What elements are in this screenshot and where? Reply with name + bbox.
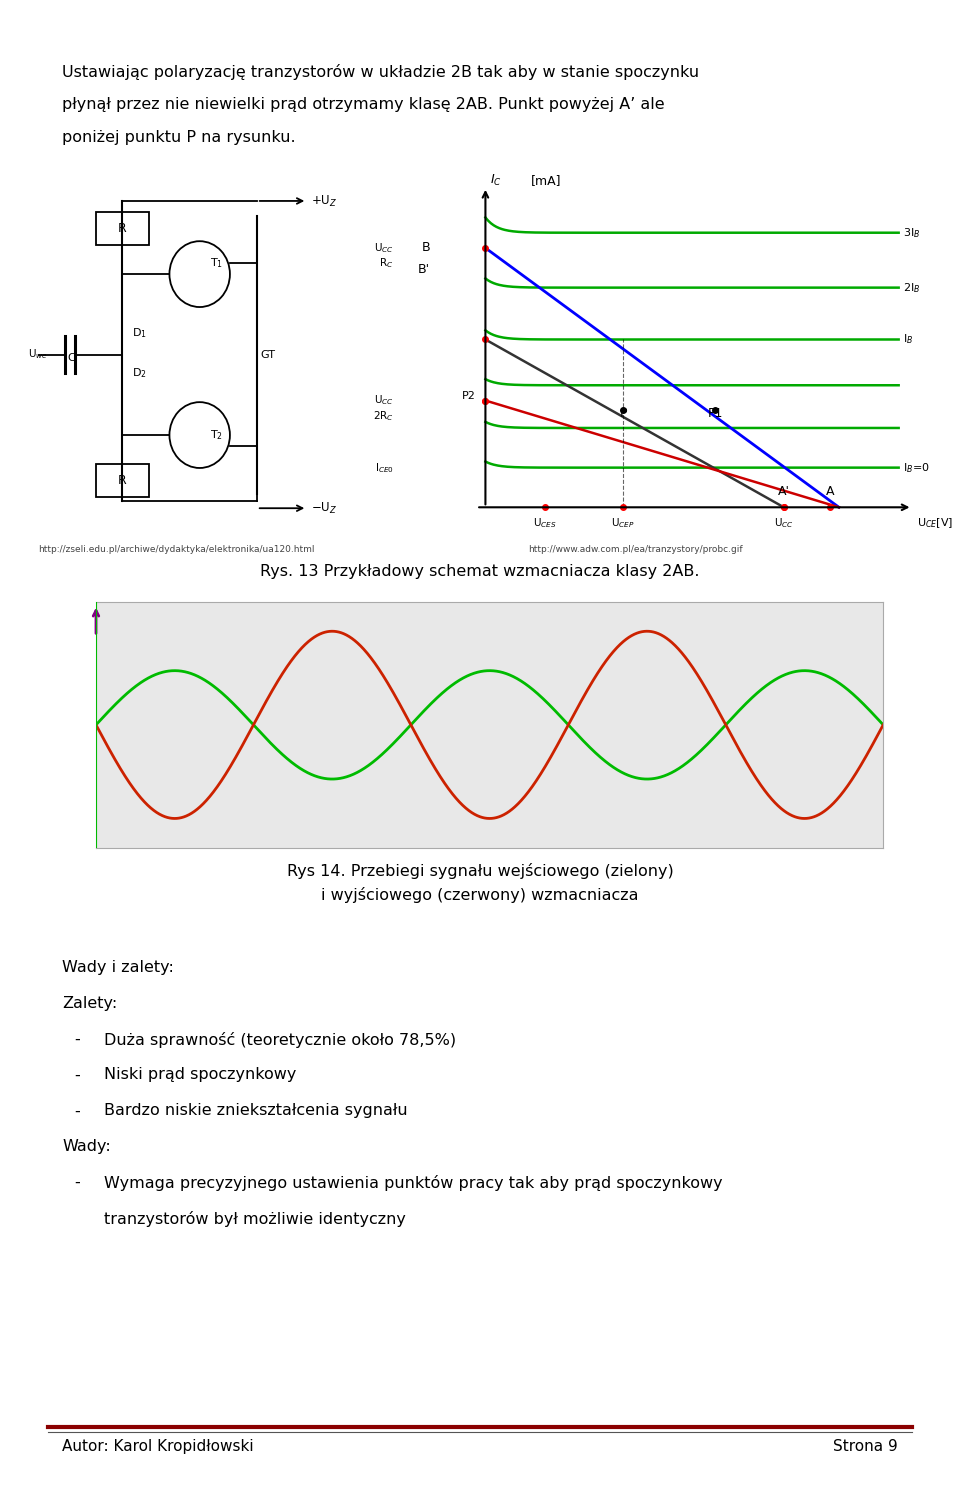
Text: D$_2$: D$_2$ — [132, 366, 147, 379]
Text: R$_C$: R$_C$ — [379, 257, 394, 270]
Text: Bardzo niskie zniekształcenia sygnału: Bardzo niskie zniekształcenia sygnału — [104, 1103, 407, 1118]
Text: Rys. 13 Przykładowy schemat wzmacniacza klasy 2AB.: Rys. 13 Przykładowy schemat wzmacniacza … — [260, 564, 700, 579]
Text: U$_{we}$: U$_{we}$ — [29, 348, 48, 361]
Text: −U$_Z$: −U$_Z$ — [311, 500, 337, 515]
Text: U$_{CC}$: U$_{CC}$ — [373, 240, 394, 255]
FancyBboxPatch shape — [95, 464, 150, 497]
Text: U$_{CES}$: U$_{CES}$ — [533, 517, 557, 530]
Text: Duża sprawność (teoretycznie około 78,5%): Duża sprawność (teoretycznie około 78,5%… — [104, 1032, 456, 1048]
Text: -: - — [74, 1175, 80, 1190]
Text: poniżej punktu P na rysunku.: poniżej punktu P na rysunku. — [62, 130, 296, 145]
Text: Autor: Karol Kropidłowski: Autor: Karol Kropidłowski — [62, 1439, 254, 1454]
Text: I$_{CE0}$: I$_{CE0}$ — [374, 461, 394, 475]
Text: P2: P2 — [463, 391, 476, 400]
FancyBboxPatch shape — [95, 212, 150, 245]
Text: R: R — [118, 222, 127, 234]
Text: Zalety:: Zalety: — [62, 996, 118, 1011]
Text: tranzystorów był możliwie identyczny: tranzystorów był możliwie identyczny — [104, 1211, 405, 1227]
Text: -: - — [74, 1032, 80, 1047]
Text: [mA]: [mA] — [531, 175, 562, 187]
Text: R: R — [118, 475, 127, 487]
Text: P1: P1 — [708, 406, 723, 420]
Text: C: C — [67, 354, 75, 363]
Text: U$_{CC}$: U$_{CC}$ — [774, 517, 794, 530]
Text: D$_1$: D$_1$ — [132, 325, 148, 339]
Text: 3I$_B$: 3I$_B$ — [903, 225, 921, 239]
Text: Wymaga precyzyjnego ustawienia punktów pracy tak aby prąd spoczynkowy: Wymaga precyzyjnego ustawienia punktów p… — [104, 1175, 722, 1191]
Text: U$_{CEP}$: U$_{CEP}$ — [612, 517, 635, 530]
Text: P: P — [619, 406, 627, 420]
Text: A: A — [826, 485, 834, 499]
Text: Wady:: Wady: — [62, 1139, 111, 1154]
Text: -: - — [74, 1103, 80, 1118]
Text: U$_{CC}$: U$_{CC}$ — [373, 394, 394, 408]
Text: +U$_Z$: +U$_Z$ — [311, 194, 337, 209]
Text: U$_{CE}$[V]: U$_{CE}$[V] — [917, 517, 953, 530]
Text: A': A' — [778, 485, 790, 499]
Text: Rys 14. Przebiegi sygnału wejściowego (zielony)
i wyjściowego (czerwony) wzmacni: Rys 14. Przebiegi sygnału wejściowego (z… — [287, 863, 673, 903]
Text: -: - — [74, 1067, 80, 1082]
Text: GT: GT — [260, 349, 276, 360]
Text: Ustawiając polaryzację tranzystorów w układzie 2B tak aby w stanie spoczynku: Ustawiając polaryzację tranzystorów w uk… — [62, 64, 700, 81]
Text: 2I$_B$: 2I$_B$ — [903, 281, 921, 294]
Text: Strona 9: Strona 9 — [833, 1439, 898, 1454]
Text: 2R$_C$: 2R$_C$ — [372, 409, 394, 423]
Text: http://www.adw.com.pl/ea/tranzystory/probc.gif: http://www.adw.com.pl/ea/tranzystory/pro… — [528, 545, 743, 554]
Text: płynął przez nie niewielki prąd otrzymamy klasę 2AB. Punkt powyżej A’ ale: płynął przez nie niewielki prąd otrzymam… — [62, 97, 665, 112]
Text: Niski prąd spoczynkowy: Niski prąd spoczynkowy — [104, 1067, 296, 1082]
Text: B: B — [421, 242, 430, 254]
Text: I$_B$=0: I$_B$=0 — [903, 461, 930, 475]
Text: http://zseli.edu.pl/archiwe/dydaktyka/elektronika/ua120.html: http://zseli.edu.pl/archiwe/dydaktyka/el… — [38, 545, 315, 554]
Text: Wady i zalety:: Wady i zalety: — [62, 960, 175, 975]
Text: T$_1$: T$_1$ — [209, 257, 223, 270]
Text: T$_2$: T$_2$ — [209, 428, 223, 442]
Text: I$_B$: I$_B$ — [903, 333, 914, 346]
Text: I$_C$: I$_C$ — [490, 173, 502, 188]
Text: B': B' — [419, 263, 430, 276]
